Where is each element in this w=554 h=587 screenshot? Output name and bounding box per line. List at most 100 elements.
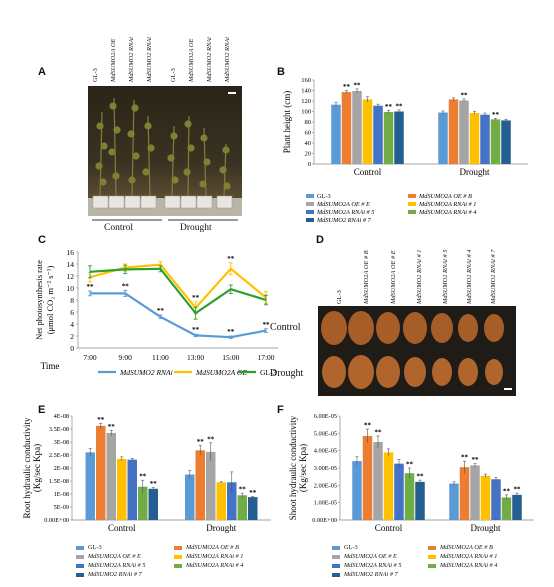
legend-swatch <box>76 563 84 568</box>
scale-bar <box>504 388 512 390</box>
legend-label: MdSUMO2A OE # E <box>344 553 397 560</box>
y-tick-label: 5.00E-05 <box>314 430 337 437</box>
bar <box>394 111 404 164</box>
bar <box>148 488 158 520</box>
row-label-drought: Drought <box>270 368 304 379</box>
y-tick-label: 14 <box>67 260 75 269</box>
legend-swatch <box>76 545 84 550</box>
significance-label: ** <box>472 456 480 464</box>
legend-label: MdSUMO2 RNAi # 7 <box>316 217 372 224</box>
legend-swatch <box>408 194 416 198</box>
legend-swatch <box>174 563 182 568</box>
bar <box>362 99 373 164</box>
legend-swatch <box>428 545 436 550</box>
significance-label: ** <box>139 473 147 481</box>
bar <box>469 113 480 164</box>
significance-label: ** <box>150 480 158 488</box>
significance-label: ** <box>343 83 351 91</box>
legend-swatch <box>306 194 314 198</box>
bar <box>248 497 258 520</box>
legend-swatch <box>332 545 340 550</box>
legend-item: MdSUMO2 RNAi # 7 <box>332 571 398 578</box>
y-tick-label: 1.00E-05 <box>314 500 337 507</box>
legend-swatch <box>428 554 436 559</box>
legend-swatch <box>174 545 182 550</box>
legend-label: MdSUMO2A RNAi # 1 <box>186 553 244 560</box>
significance-label: ** <box>417 473 425 481</box>
legend-label: GL-3 <box>317 193 331 200</box>
legend-label: MdSUMO2A RNAi # 5 <box>88 562 146 569</box>
legend-label: MdSUMO2A RNAi # 5 <box>344 562 402 569</box>
bar <box>185 474 195 520</box>
y-tick-label: 1E-08 <box>54 491 69 498</box>
panel-letter-f: F <box>277 404 284 416</box>
genotype-label: MdSUMO2 RNAi # 5 <box>442 249 449 305</box>
legend-label: MdSUMO2A OE # B <box>418 193 472 200</box>
x-tick-label: 13:00 <box>187 353 204 362</box>
legend-label: GL-3 <box>260 368 276 377</box>
y-axis-label: Plant height (cm) <box>282 91 292 154</box>
bar <box>373 105 383 164</box>
bar <box>352 461 362 520</box>
bar <box>117 458 127 520</box>
bar <box>470 465 480 520</box>
panel-a-group-brackets <box>92 219 238 221</box>
legend-label: MdSUMO2 RNAi # 7 <box>344 571 398 578</box>
significance-label: ** <box>364 422 372 430</box>
x-tick-label: 9:00 <box>119 353 133 362</box>
legend-label: GL-3 <box>88 544 102 551</box>
genotype-label: GL-3 <box>336 290 343 304</box>
legend-swatch <box>306 202 314 206</box>
bar <box>195 450 205 520</box>
bar <box>331 104 341 164</box>
bar <box>438 112 448 164</box>
significance-label: ** <box>108 423 116 431</box>
row-label-control: Control <box>270 322 301 333</box>
chart-b-plant-height: 0 20 40 60 80 100 120 140 160 Plant height (cm) **… <box>282 77 528 224</box>
legend-item: GL-3 <box>76 544 102 551</box>
y-tick-label: 6 <box>70 308 74 317</box>
legend-label: MdSUMO2 RNAi <box>119 368 173 377</box>
x-tick-label: 7:00 <box>83 353 97 362</box>
x-category-label: Control <box>354 167 382 177</box>
legend-label: MdSUMO2A RNAi # 1 <box>418 201 476 208</box>
bar <box>459 100 469 164</box>
x-category-label: Control <box>375 523 403 533</box>
significance-label: ** <box>122 282 130 290</box>
bar <box>480 114 490 164</box>
legend-item: MdSUMO2A OE # E <box>76 553 141 560</box>
y-axis-label: Shoot hydraulic conductivity <box>288 415 298 520</box>
legend-swatch <box>332 554 340 559</box>
genotype-label: GL-3 <box>92 68 99 82</box>
plants-illustration <box>88 92 242 216</box>
bar <box>404 473 415 520</box>
y-tick-label: 3E-08 <box>54 439 69 446</box>
legend-label: MdSUMO2A RNAi # 4 <box>440 562 498 569</box>
legend-label: MdSUMO2A OE # E <box>316 201 370 208</box>
legend-swatch <box>408 210 416 214</box>
significance-label: ** <box>461 454 469 462</box>
bar <box>383 452 394 520</box>
y-tick-label: 2.5E-08 <box>49 452 69 459</box>
series-line <box>89 267 267 315</box>
y-tick-label: 120 <box>301 98 311 105</box>
legend-item: MdSUMO2A RNAi # 5 <box>76 562 145 569</box>
genotype-label: MdSUMO2A OE <box>188 38 195 82</box>
y-tick-label: 2E-08 <box>54 465 69 472</box>
y-tick-label: 2 <box>70 332 74 341</box>
y-axis-label: Net photosynthesis rate <box>34 260 44 340</box>
bar <box>491 479 501 520</box>
legend-item: MdSUMO2A OE # B <box>428 544 493 551</box>
legend-swatch <box>428 563 436 568</box>
y-tick-label: 1.5E-08 <box>49 478 69 485</box>
genotype-label: MdSUMO2 RNAi # 7 <box>490 249 497 305</box>
y-tick-label: 0.00E+00 <box>312 517 337 524</box>
significance-label: ** <box>227 255 235 263</box>
y-axis-label: (Kg/sec Kpa) <box>32 444 42 492</box>
plant-group <box>95 97 231 199</box>
x-category-label: Drought <box>206 523 236 533</box>
significance-label: ** <box>385 103 393 111</box>
y-tick-label: 160 <box>301 77 311 84</box>
roots-photo <box>318 306 516 396</box>
x-category-label: Drought <box>460 167 490 177</box>
